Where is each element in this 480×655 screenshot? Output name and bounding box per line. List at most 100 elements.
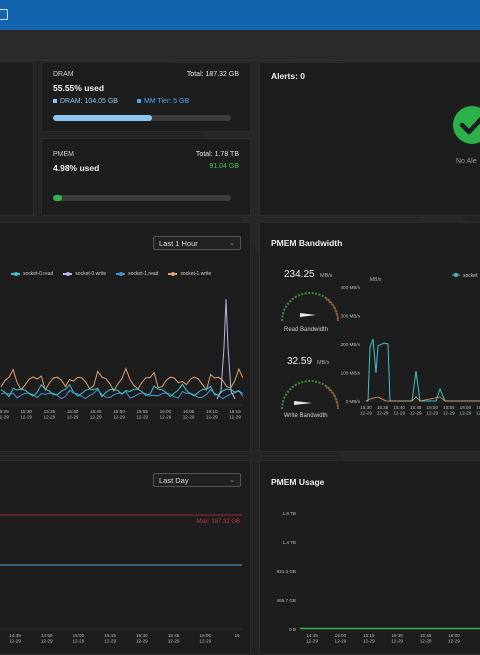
mm-tier-legend-square-icon	[137, 99, 141, 103]
x-tick-label: 15:45 12-29	[168, 633, 180, 644]
legend-label: socket-1.read	[128, 271, 159, 277]
dram-legend: DRAM: 104.05 GB	[53, 98, 118, 105]
dram-summary-panel: DRAM Total: 187.32 GB 55.55% used DRAM: …	[41, 62, 251, 132]
chevron-down-icon: ⌄	[229, 477, 235, 484]
check-circle-icon	[453, 106, 480, 144]
y-tick-label: 100 MB/s	[341, 371, 361, 376]
write-gauge-arc-red	[325, 386, 339, 410]
dram-bandwidth-range-select[interactable]: Last 1 Hour ⌄	[153, 236, 241, 250]
toolbar-strip	[0, 30, 480, 61]
pmem-bandwidth-chart: 234.25 MB/s Read Bandwidth 32.59 MB/s Wr…	[281, 269, 480, 419]
mm-tier-legend: MM Tier: 5 GB	[137, 98, 189, 105]
read-gauge-needle	[300, 313, 316, 317]
y-tick-label: 931.3 GB	[277, 569, 296, 574]
pmem-usage-chart: 1.8 TB 1.4 TB 931.3 GB 465.7 GB 0 B 14:45 12-2…	[277, 511, 480, 644]
write-gauge-arc	[281, 380, 339, 410]
x-tick-label: 15:45 12-29	[90, 409, 102, 420]
x-tick-label: 15:00 12-29	[335, 633, 347, 644]
legend-label: socket-0.read	[23, 271, 54, 277]
y-tick-label: 465.7 GB	[277, 598, 296, 603]
write-bandwidth-label: Write Bandwidth	[284, 413, 328, 419]
legend-item[interactable]: socket-0.read	[11, 271, 53, 277]
x-tick-label: 16:00 12-29	[460, 405, 472, 416]
pmem-summary-panel: PMEM Total: 1.78 TB 4.98% used 91.04 GB	[41, 138, 251, 216]
x-tick-label: 15:2512-29	[0, 409, 9, 420]
x-tick-label: 15:15 12-29	[363, 633, 375, 644]
read-bandwidth-value: 234.25	[284, 269, 315, 280]
y-tick-label: 1.8 TB	[283, 511, 296, 516]
dram-usage-range-select[interactable]: Last Day ⌄	[153, 473, 241, 487]
x-tick-label: 16:10 12-29	[206, 409, 218, 420]
read-bandwidth-label: Read Bandwidth	[284, 327, 328, 333]
series-line	[216, 298, 236, 400]
max-label: Max: 187.32 GB	[197, 519, 240, 525]
pmem-usage-title: PMEM Usage	[271, 477, 325, 487]
x-tick-label: 16:00 12-29	[199, 633, 211, 644]
legend-item[interactable]: socket-1.read	[116, 271, 158, 277]
pmem-usage-bar	[53, 195, 231, 201]
x-tick-label: 15:40 12-29	[67, 409, 79, 420]
x-tick-label: 15:50 12-29	[113, 409, 125, 420]
x-tick-label: 15:50 12-29	[426, 405, 438, 416]
y-tick-label: 0 MB/s	[346, 399, 361, 404]
x-tick-label: 16:15 12-29	[229, 409, 241, 420]
legend-swatch-icon	[116, 272, 126, 276]
y-tick-label: 0 B	[289, 627, 296, 632]
read-gauge-arc-red	[325, 298, 339, 322]
x-tick-label: 14:50 12-29	[41, 633, 53, 644]
series-line	[0, 388, 244, 400]
x-tick-label: 14:45 12-29	[9, 633, 21, 644]
x-tick-label: 15:40 12-29	[393, 405, 405, 416]
left-summary-panel	[0, 62, 34, 216]
legend-item[interactable]: socket-1.write	[168, 271, 211, 277]
alerts-panel: Alerts: 0 No Ale	[259, 62, 480, 216]
x-tick-label: 16	[234, 633, 240, 638]
dram-bandwidth-range-value: Last 1 Hour	[159, 239, 198, 248]
chevron-down-icon: ⌄	[229, 240, 235, 247]
x-tick-label: 15:15 12-29	[104, 633, 116, 644]
x-tick-label: 15:00 12-29	[73, 633, 85, 644]
x-tick-label: 15:30 12-29	[20, 409, 32, 420]
dram-legend-label: DRAM: 104.05 GB	[60, 98, 118, 105]
x-tick-label: 15:35 12-29	[377, 405, 389, 416]
write-bandwidth-value: 32.59	[287, 356, 312, 367]
alerts-title: Alerts: 0	[271, 71, 306, 81]
x-tick-label: 14:45 12-29	[306, 633, 318, 644]
x-tick-label: 15:30 12-29	[391, 633, 403, 644]
legend-label: socket-1.write	[180, 271, 212, 277]
series-line	[366, 338, 480, 402]
x-tick-label: 15:45 12-29	[420, 633, 432, 644]
read-bandwidth-unit: MB/s	[320, 273, 333, 279]
dram-usage-bar-fill	[53, 115, 152, 121]
dram-bandwidth-legend: socket-0.read socket-0.write socket-1.read…	[11, 271, 211, 277]
pmem-total: Total: 1.78 TB	[195, 151, 239, 158]
x-tick-label: 15:35 12-29	[44, 409, 56, 420]
pmem-usage-bar-fill	[53, 195, 62, 201]
y-tick-label: 300 MB/s	[341, 314, 361, 319]
x-tick-label: 15:45 12-29	[410, 405, 422, 416]
dram-used-percent: 55.55% used	[53, 83, 105, 93]
dram-usage-range-value: Last Day	[159, 476, 189, 485]
dram-total: Total: 187.32 GB	[186, 71, 239, 78]
legend-label: socket-0.write	[75, 271, 107, 277]
pmem-label: PMEM	[53, 151, 74, 158]
alerts-status: No Ale	[456, 158, 477, 165]
write-bandwidth-unit: MB/s	[317, 360, 330, 366]
x-tick-label: 15:55 12-29	[443, 405, 455, 416]
pmem-bandwidth-title: PMEM Bandwidth	[271, 238, 343, 248]
window-restore-icon[interactable]	[0, 9, 8, 20]
write-gauge-needle	[294, 401, 312, 405]
dram-legend-square-icon	[53, 99, 57, 103]
dram-usage-panel: Last Day ⌄ Max: 187.32 GB 14:45 12-29 14:50…	[0, 460, 251, 655]
x-tick-label: 15:30 12-29	[360, 405, 372, 416]
legend-item[interactable]: socket-0.write	[63, 271, 106, 277]
pmem-bandwidth-panel: PMEM Bandwidth 234.25 MB/s Read Bandwidt…	[259, 222, 480, 452]
series-line	[365, 396, 480, 402]
x-tick-label: 16:00 12-29	[160, 409, 172, 420]
y-tick-label: 200 MB/s	[341, 342, 361, 347]
dram-label: DRAM	[53, 71, 74, 78]
read-gauge-arc	[281, 292, 339, 322]
pmem-legend-label: socket	[463, 273, 478, 279]
